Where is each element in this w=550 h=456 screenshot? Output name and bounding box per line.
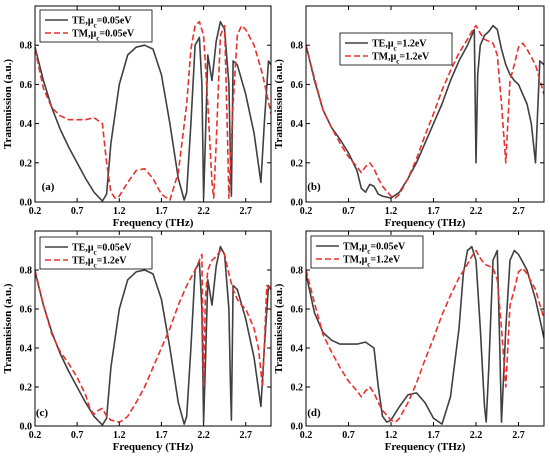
y-axis-title: Transmission (a.u.) xyxy=(2,59,14,149)
y-tick-label: 0.6 xyxy=(291,305,304,316)
legend-label: TM,μc=1.2eV xyxy=(372,52,430,66)
panel-label: (a) xyxy=(42,181,55,193)
chart-panel-b: 0.2 0.7 1.2 1.7 2.2 2.70.00.20.40.60.8Frequen… xyxy=(273,5,545,229)
legend-label: TM,μc=1.2eV xyxy=(343,255,401,269)
y-tick-label: 0.8 xyxy=(291,266,304,277)
x-tick-label: 0.2 xyxy=(300,206,313,217)
y-tick-label: 0.0 xyxy=(20,198,33,209)
y-tick-label: 0.6 xyxy=(20,80,33,91)
legend-label: TE,μc=0.05eV xyxy=(72,243,132,257)
y-axis-title: Transmisison (a.u.) xyxy=(2,283,14,373)
series-line-dashed xyxy=(306,24,544,199)
x-tick-label: 0.7 xyxy=(71,430,84,441)
y-tick-label: 0.0 xyxy=(20,422,33,433)
x-tick-label: 0.2 xyxy=(29,206,42,217)
x-tick-label: 2.7 xyxy=(512,206,525,217)
x-tick-label: 2.7 xyxy=(239,430,252,441)
y-tick-label: 0.0 xyxy=(291,422,304,433)
y-tick-label: 0.8 xyxy=(20,41,33,52)
legend-box xyxy=(39,236,153,270)
series-line-dashed xyxy=(35,20,271,201)
legend-label: TE,μc=0.05eV xyxy=(72,16,132,30)
x-tick-label: 1.2 xyxy=(113,430,126,441)
y-tick-label: 0.6 xyxy=(20,305,33,316)
x-tick-label: 2.7 xyxy=(512,430,525,441)
y-tick-label: 0.4 xyxy=(20,344,33,355)
panel-label: (c) xyxy=(36,407,49,419)
y-axis-title: Transmission (a.u.) xyxy=(273,283,285,373)
y-tick-label: 0.8 xyxy=(291,41,304,52)
y-tick-label: 0.2 xyxy=(20,383,33,394)
y-tick-label: 0.0 xyxy=(291,198,304,209)
y-tick-label: 0.2 xyxy=(291,158,304,169)
panel-label: (d) xyxy=(307,407,321,419)
y-tick-label: 0.4 xyxy=(20,119,33,130)
series-line-solid xyxy=(35,20,271,202)
panel-label: (b) xyxy=(307,181,321,193)
y-tick-label: 0.4 xyxy=(291,119,304,130)
x-axis-title: Frequency (THz) xyxy=(113,441,194,453)
x-tick-label: 1.2 xyxy=(385,206,398,217)
x-axis-title: Frequency (THz) xyxy=(385,441,466,453)
x-tick-label: 2.2 xyxy=(470,206,483,217)
y-tick-label: 0.4 xyxy=(291,344,304,355)
plot-frame xyxy=(34,5,272,203)
series-line-solid xyxy=(35,245,271,426)
series-line-solid xyxy=(306,245,544,425)
x-tick-label: 0.2 xyxy=(29,430,42,441)
series-line-dashed xyxy=(306,249,544,423)
y-axis-title: Transmission (a.u.) xyxy=(273,59,285,149)
x-tick-label: 2.2 xyxy=(470,430,483,441)
legend-label: TE,μc=1.2eV xyxy=(372,39,427,53)
legend-box xyxy=(39,9,153,43)
plot-frame xyxy=(34,230,272,427)
chart-panel-c: 0.2 0.7 1.2 1.7 2.2 2.70.00.20.40.60.8Frequen… xyxy=(2,230,272,453)
y-tick-label: 0.6 xyxy=(291,80,304,91)
legend-box xyxy=(310,235,424,269)
x-tick-label: 1.7 xyxy=(427,206,440,217)
y-tick-label: 0.2 xyxy=(20,158,33,169)
x-axis-title: Frequency (THz) xyxy=(385,217,466,229)
x-tick-label: 1.7 xyxy=(155,430,168,441)
y-tick-label: 0.8 xyxy=(20,266,33,277)
chart-panel-d: 0.2 0.7 1.2 1.7 2.2 2.70.00.20.40.60.8Frequen… xyxy=(273,230,545,453)
x-tick-label: 2.2 xyxy=(197,206,210,217)
y-tick-label: 0.2 xyxy=(291,383,304,394)
x-tick-label: 2.2 xyxy=(197,430,210,441)
x-tick-label: 1.2 xyxy=(113,206,126,217)
x-tick-label: 1.7 xyxy=(427,430,440,441)
legend-label: TE,μc=1.2eV xyxy=(72,256,127,270)
x-axis-title: Frequency (THz) xyxy=(113,217,194,229)
legend-label: TM,μc=0.05eV xyxy=(343,242,406,256)
x-tick-label: 1.7 xyxy=(155,206,168,217)
plot-frame xyxy=(305,230,545,427)
x-tick-label: 0.7 xyxy=(71,206,84,217)
legend-box xyxy=(339,32,453,66)
x-tick-label: 2.7 xyxy=(239,206,252,217)
chart-panel-a: 0.2 0.7 1.2 1.7 2.2 2.70.00.20.40.60.8Frequen… xyxy=(2,5,272,229)
x-tick-label: 0.7 xyxy=(342,430,355,441)
x-tick-label: 1.2 xyxy=(385,430,398,441)
x-tick-label: 0.2 xyxy=(300,430,313,441)
legend-label: TM,μc=0.05eV xyxy=(72,29,135,43)
x-tick-label: 0.7 xyxy=(342,206,355,217)
series-line-dashed xyxy=(35,249,271,423)
plot-frame xyxy=(305,5,545,203)
